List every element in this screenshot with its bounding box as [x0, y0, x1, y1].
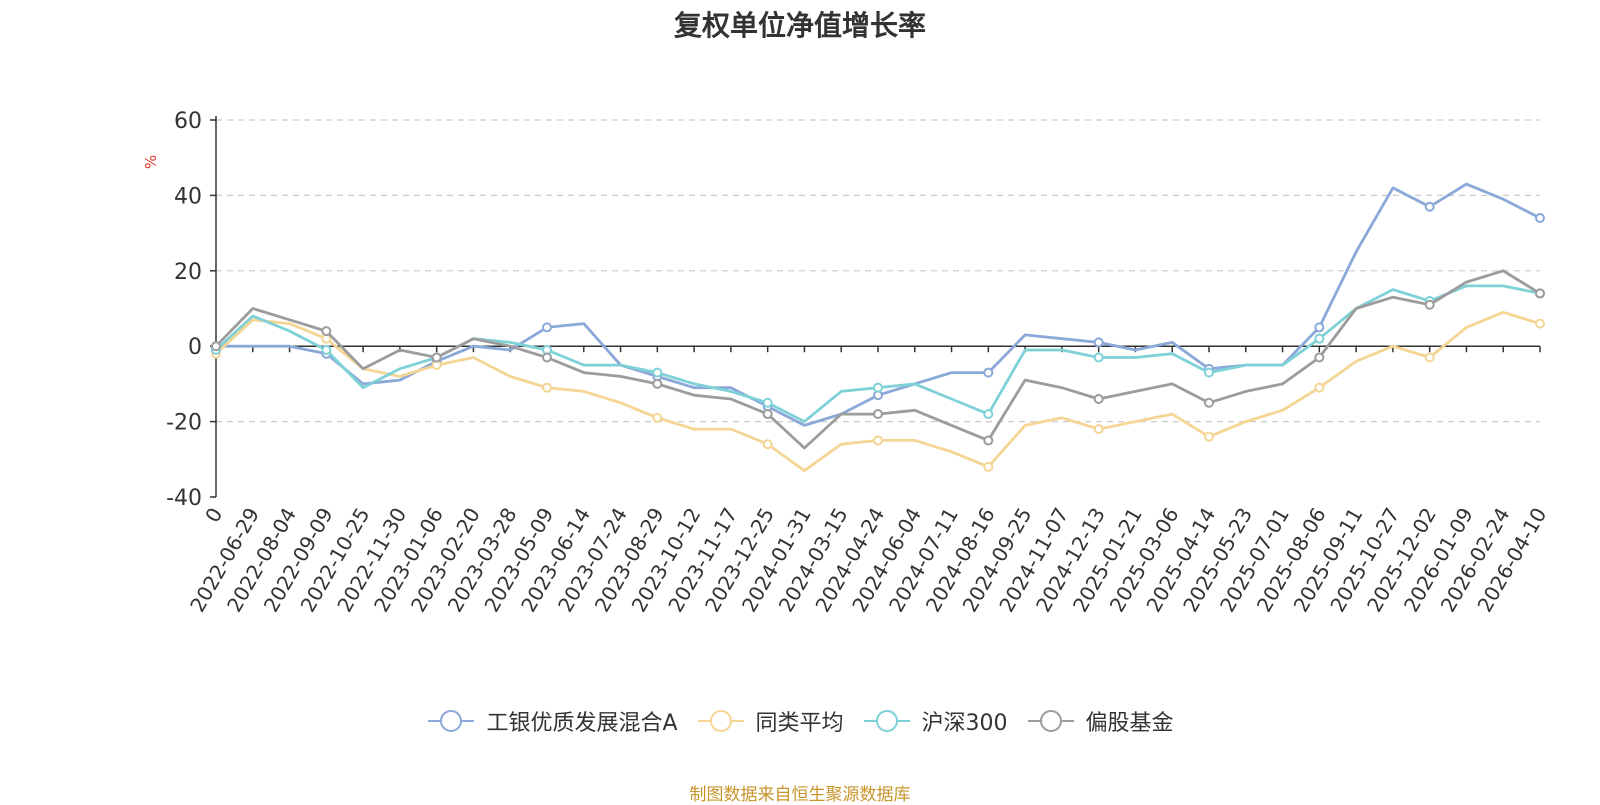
legend-label: 同类平均 — [755, 711, 844, 736]
legend-item[interactable]: 工银优质发展混合A — [426, 705, 678, 737]
data-point — [1314, 382, 1325, 393]
data-point — [1424, 352, 1435, 363]
data-point — [1093, 424, 1104, 435]
legend-item[interactable]: 同类平均 — [696, 705, 844, 737]
data-point — [431, 352, 442, 363]
gridlines — [216, 119, 1540, 423]
legend-marker-icon — [428, 710, 475, 732]
data-point — [1424, 299, 1435, 310]
legend-marker-icon — [863, 710, 910, 732]
data-point — [873, 409, 883, 420]
data-point — [983, 409, 994, 420]
y-tick-label: 40 — [174, 184, 202, 209]
x-tick-label: 0 — [200, 504, 227, 527]
source-note: 制图数据来自恒生聚源数据库 — [689, 785, 911, 805]
legend-item[interactable]: 偏股基金 — [1026, 705, 1174, 737]
data-point — [1535, 288, 1545, 299]
data-point — [1093, 352, 1104, 363]
data-point — [1535, 213, 1545, 224]
data-point — [1093, 337, 1104, 348]
data-point — [1314, 333, 1325, 344]
legend: 工银优质发展混合A 同类平均 沪深300 偏股基金 — [0, 705, 1600, 737]
y-tick-label: 20 — [174, 260, 202, 285]
data-point — [1204, 397, 1214, 408]
data-point — [542, 382, 552, 393]
y-tick-label: -20 — [166, 411, 202, 436]
data-point — [762, 439, 773, 450]
data-point — [1204, 367, 1214, 378]
data-point — [1424, 201, 1435, 212]
data-point — [762, 397, 773, 408]
series-lines — [211, 182, 1545, 472]
y-axis-label: % — [142, 155, 160, 169]
data-point — [652, 412, 663, 423]
series-3 — [211, 269, 1545, 450]
data-point — [1535, 318, 1545, 329]
data-point — [652, 378, 663, 389]
legend-label: 沪深300 — [921, 711, 1008, 736]
chart-title: 复权单位净值增长率 — [673, 9, 926, 42]
y-tick-label: 0 — [188, 335, 202, 360]
data-point — [542, 322, 552, 333]
data-point — [983, 461, 994, 472]
data-point — [983, 367, 994, 378]
y-tick-label: -40 — [166, 486, 202, 511]
legend-marker-icon — [697, 710, 744, 732]
legend-item[interactable]: 沪深300 — [862, 705, 1008, 737]
data-point — [321, 326, 332, 337]
data-point — [1204, 431, 1214, 442]
data-point — [762, 409, 773, 420]
data-point — [321, 344, 332, 355]
data-point — [873, 382, 883, 393]
data-point — [983, 435, 994, 446]
legend-label: 偏股基金 — [1085, 711, 1174, 736]
data-point — [652, 367, 663, 378]
legend-marker-icon — [1027, 710, 1074, 732]
data-point — [542, 352, 552, 363]
data-point — [1314, 352, 1325, 363]
data-point — [1314, 322, 1325, 333]
data-point — [873, 435, 883, 446]
data-point — [1093, 393, 1104, 404]
data-point — [211, 341, 221, 352]
line-chart: -40-20020406002022-06-292022-08-042022-0… — [142, 109, 1551, 616]
y-tick-label: 60 — [174, 109, 202, 134]
legend-label: 工银优质发展混合A — [486, 711, 678, 736]
